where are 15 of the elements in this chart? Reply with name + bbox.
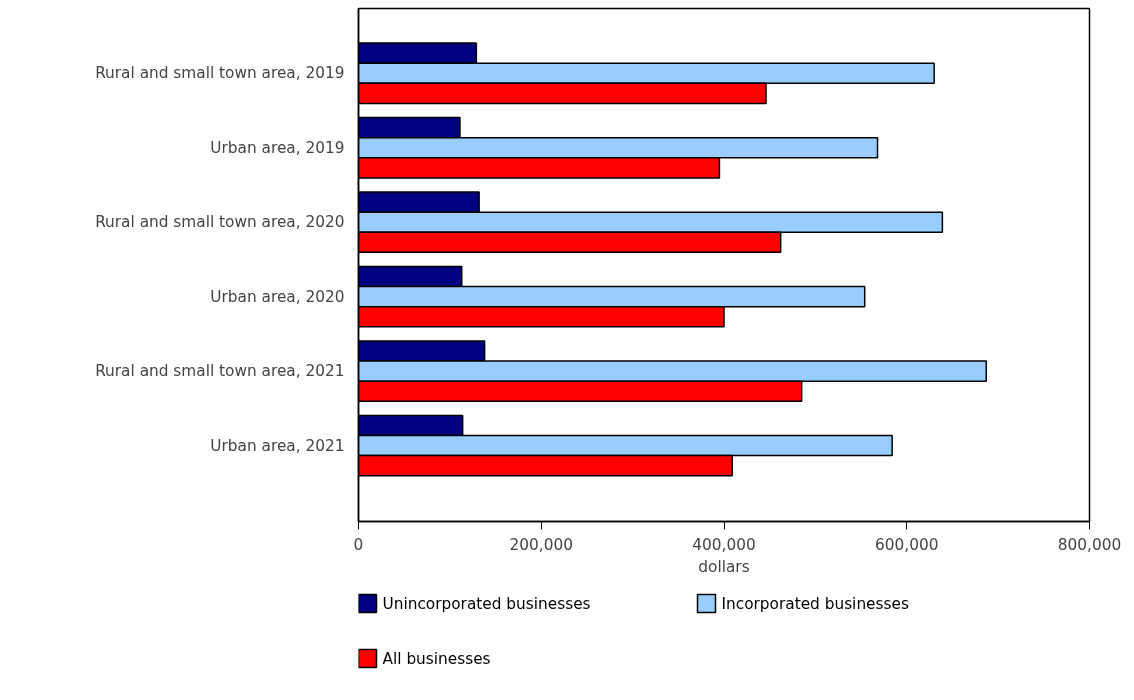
legend-label: Unincorporated businesses <box>382 594 591 613</box>
y-tick-label: Rural and small town area, 2020 <box>95 213 345 232</box>
legend-label: All businesses <box>382 649 491 668</box>
x-tick-label: 800,000 <box>1057 535 1122 554</box>
y-tick-label: Rural and small town area, 2019 <box>95 64 345 83</box>
x-axis-title: dollars <box>698 557 750 576</box>
legend-label: Incorporated businesses <box>721 594 909 613</box>
y-tick-label: Urban area, 2019 <box>210 138 345 157</box>
x-tick-label: 0 <box>353 535 364 554</box>
x-tick-label: 600,000 <box>875 535 939 554</box>
y-tick-label: Urban area, 2021 <box>210 436 345 455</box>
x-tick-label: 400,000 <box>692 535 756 554</box>
x-tick-label: 200,000 <box>509 535 573 554</box>
y-tick-label: Urban area, 2020 <box>210 287 345 306</box>
y-tick-label: Rural and small town area, 2021 <box>95 362 345 381</box>
